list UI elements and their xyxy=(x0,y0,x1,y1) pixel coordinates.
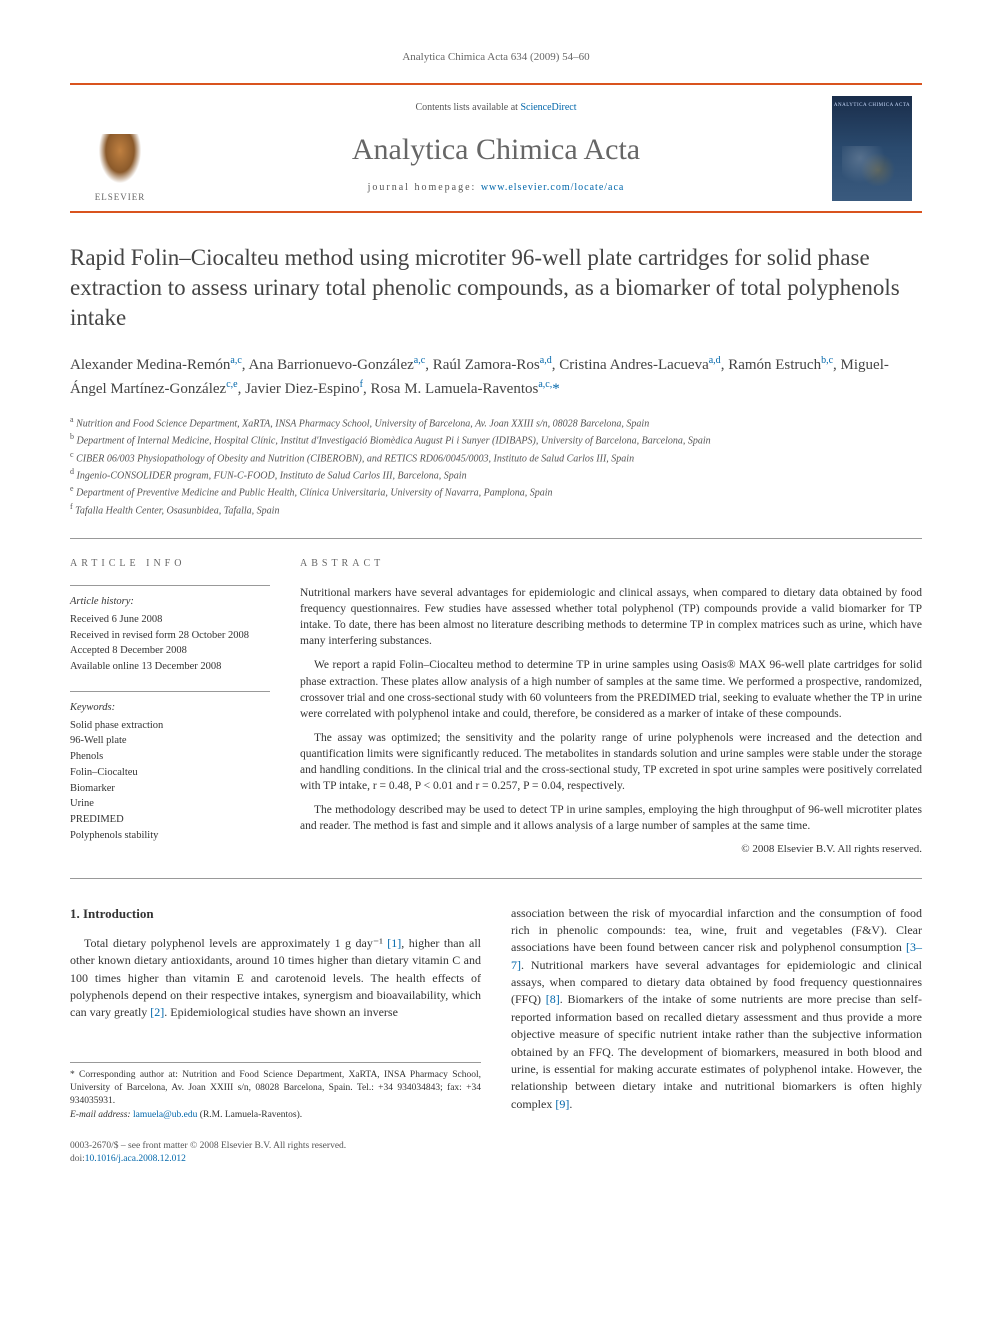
email-label: E-mail address: xyxy=(70,1110,133,1120)
section-title: Introduction xyxy=(83,906,154,921)
citation-ref[interactable]: [2] xyxy=(150,1005,164,1019)
contents-prefix: Contents lists available at xyxy=(415,102,520,113)
affiliation: c CIBER 06/003 Physiopathology of Obesit… xyxy=(70,449,922,466)
running-head: Analytica Chimica Acta 634 (2009) 54–60 xyxy=(70,50,922,65)
article-info-heading: article info xyxy=(70,557,270,571)
elsevier-tree-icon xyxy=(95,134,145,189)
elsevier-logo: ELSEVIER xyxy=(95,134,146,204)
homepage-prefix: journal homepage: xyxy=(368,182,481,193)
keyword: PREDIMED xyxy=(70,812,270,828)
abstract-copyright: © 2008 Elsevier B.V. All rights reserved… xyxy=(300,842,922,857)
keyword: Urine xyxy=(70,796,270,812)
keyword: 96-Well plate xyxy=(70,733,270,749)
body-two-column: 1. Introduction Total dietary polyphenol… xyxy=(70,905,922,1122)
journal-cover-thumbnail xyxy=(832,96,912,201)
body-column-right: association between the risk of myocardi… xyxy=(511,905,922,1122)
article-info-column: article info Article history: Received 6… xyxy=(70,557,270,860)
section-heading-introduction: 1. Introduction xyxy=(70,905,481,923)
keyword: Phenols xyxy=(70,749,270,765)
body-column-left: 1. Introduction Total dietary polyphenol… xyxy=(70,905,481,1122)
corr-text: Corresponding author at: Nutrition and F… xyxy=(70,1070,481,1107)
affiliation: b Department of Internal Medicine, Hospi… xyxy=(70,431,922,448)
journal-homepage-link[interactable]: www.elsevier.com/locate/aca xyxy=(481,182,625,193)
keyword: Folin–Ciocalteu xyxy=(70,765,270,781)
divider xyxy=(70,878,922,879)
abstract-column: abstract Nutritional markers have severa… xyxy=(300,557,922,860)
keyword: Polyphenols stability xyxy=(70,828,270,844)
doi-label: doi: xyxy=(70,1154,85,1164)
history-line: Received in revised form 28 October 2008 xyxy=(70,628,270,644)
abstract-paragraph: Nutritional markers have several advanta… xyxy=(300,585,922,649)
affiliation: e Department of Preventive Medicine and … xyxy=(70,483,922,500)
citation-ref[interactable]: [8] xyxy=(546,992,560,1006)
info-abstract-row: article info Article history: Received 6… xyxy=(70,539,922,878)
affiliation: f Tafalla Health Center, Osasunbidea, Ta… xyxy=(70,501,922,518)
keyword: Biomarker xyxy=(70,781,270,797)
abstract-paragraph: The methodology described may be used to… xyxy=(300,802,922,834)
affiliation: a Nutrition and Food Science Department,… xyxy=(70,414,922,431)
affiliation: d Ingenio-CONSOLIDER program, FUN-C-FOOD… xyxy=(70,466,922,483)
corr-email-link[interactable]: lamuela@ub.edu xyxy=(133,1110,197,1120)
journal-name: Analytica Chimica Acta xyxy=(170,129,822,171)
masthead-center: Contents lists available at ScienceDirec… xyxy=(170,85,822,211)
journal-cover-area xyxy=(822,85,922,211)
sciencedirect-link[interactable]: ScienceDirect xyxy=(520,102,576,113)
history-line: Accepted 8 December 2008 xyxy=(70,643,270,659)
history-title: Article history: xyxy=(70,594,270,610)
article-history-block: Article history: Received 6 June 2008Rec… xyxy=(70,586,270,675)
affiliation-list: a Nutrition and Food Science Department,… xyxy=(70,414,922,518)
abstract-heading: abstract xyxy=(300,557,922,571)
corresponding-author-footnote: * Corresponding author at: Nutrition and… xyxy=(70,1062,481,1122)
abstract-paragraph: The assay was optimized; the sensitivity… xyxy=(300,730,922,794)
keyword: Solid phase extraction xyxy=(70,718,270,734)
publisher-logo-area: ELSEVIER xyxy=(70,85,170,211)
author-list: Alexander Medina-Remóna,c, Ana Barrionue… xyxy=(70,353,922,400)
body-paragraph: Total dietary polyphenol levels are appr… xyxy=(70,935,481,1022)
keywords-block: Keywords: Solid phase extraction96-Well … xyxy=(70,692,270,844)
abstract-paragraph: We report a rapid Folin–Ciocalteu method… xyxy=(300,657,922,721)
journal-masthead: ELSEVIER Contents lists available at Sci… xyxy=(70,83,922,213)
keywords-title: Keywords: xyxy=(70,700,270,716)
article-title: Rapid Folin–Ciocalteu method using micro… xyxy=(70,243,922,333)
citation-ref[interactable]: [9] xyxy=(555,1097,569,1111)
doi-link[interactable]: 10.1016/j.aca.2008.12.012 xyxy=(85,1154,186,1164)
body-paragraph: association between the risk of myocardi… xyxy=(511,905,922,1114)
journal-homepage-line: journal homepage: www.elsevier.com/locat… xyxy=(170,181,822,195)
email-suffix: (R.M. Lamuela-Raventos). xyxy=(197,1110,302,1120)
front-matter-line: 0003-2670/$ – see front matter © 2008 El… xyxy=(70,1140,922,1153)
publisher-name: ELSEVIER xyxy=(95,191,146,204)
contents-available-line: Contents lists available at ScienceDirec… xyxy=(170,101,822,115)
section-number: 1. xyxy=(70,906,80,921)
history-line: Received 6 June 2008 xyxy=(70,612,270,628)
citation-ref[interactable]: [3–7] xyxy=(511,940,922,971)
history-line: Available online 13 December 2008 xyxy=(70,659,270,675)
citation-ref[interactable]: [1] xyxy=(387,936,401,950)
page-footer: 0003-2670/$ – see front matter © 2008 El… xyxy=(70,1140,922,1167)
